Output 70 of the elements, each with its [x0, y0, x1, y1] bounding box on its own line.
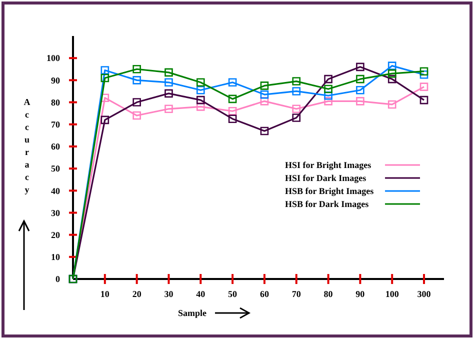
y-tick-label: 90: [51, 75, 60, 86]
point: [260, 126, 269, 136]
x-tick-label: 50: [228, 289, 238, 299]
point: [100, 66, 110, 74]
point: [196, 102, 205, 111]
x-tick-label: 80: [324, 289, 334, 299]
point: [100, 116, 110, 124]
legend-label: HSB for Bright Images: [285, 186, 374, 196]
point: [324, 97, 332, 106]
y-tick-label: 20: [51, 230, 60, 240]
y-tick-label: 10: [51, 252, 60, 262]
point: [292, 104, 301, 114]
point: [420, 96, 428, 104]
point: [356, 62, 364, 72]
legend-label: HSB for Dark Images: [285, 199, 370, 210]
point: [388, 74, 396, 84]
x-tick-label: 60: [260, 289, 270, 299]
x-tick-label: 20: [132, 289, 142, 299]
y-tick-label: 100: [46, 53, 60, 64]
point: [260, 82, 269, 90]
y-tick-label: 60: [51, 142, 60, 152]
point: [196, 78, 205, 87]
point: [164, 78, 173, 87]
x-tick-label: 30: [164, 289, 174, 299]
point: [228, 94, 237, 104]
point: [260, 97, 269, 106]
point: [228, 78, 237, 87]
x-tick-label: 40: [196, 289, 206, 299]
point: [164, 68, 173, 77]
point: [196, 96, 205, 104]
point: [324, 91, 332, 100]
point: [292, 77, 301, 86]
point: [260, 90, 269, 99]
x-tick-label: 70: [292, 289, 302, 299]
y-tick-label: 0: [56, 274, 60, 284]
point: [132, 64, 141, 74]
y-axis-title: Accuracy: [24, 97, 31, 194]
x-tick-label: 10: [100, 289, 110, 299]
y-tick-label: 80: [51, 97, 60, 108]
point: [164, 104, 173, 114]
x-axis-title: Sample: [178, 308, 207, 318]
point: [356, 86, 364, 94]
point: [292, 114, 301, 122]
point: [132, 76, 141, 84]
point: [132, 111, 141, 120]
point: [388, 69, 396, 78]
point: [356, 74, 364, 84]
point: [228, 106, 237, 116]
point: [388, 62, 396, 70]
point: [388, 100, 396, 109]
point: [132, 98, 141, 106]
point: [196, 86, 205, 94]
point: [420, 82, 428, 91]
point: [356, 97, 364, 106]
x-tick-label: 300: [417, 289, 432, 299]
legend-label: HSI for Bright Images: [285, 160, 372, 170]
x-tick-label: 100: [385, 289, 400, 299]
y-tick-label: 50: [51, 164, 60, 174]
point: [420, 67, 428, 76]
point: [164, 89, 173, 98]
y-tick-label: 70: [51, 120, 60, 130]
point: [324, 84, 332, 94]
y-tick-label: 40: [51, 186, 60, 196]
point: [100, 74, 110, 82]
y-tick-label: 30: [51, 208, 60, 218]
legend-label: HSI for Dark Images: [285, 173, 367, 184]
point: [324, 74, 332, 84]
x-tick-label: 90: [356, 289, 366, 299]
point: [228, 114, 237, 123]
point: [292, 87, 301, 96]
